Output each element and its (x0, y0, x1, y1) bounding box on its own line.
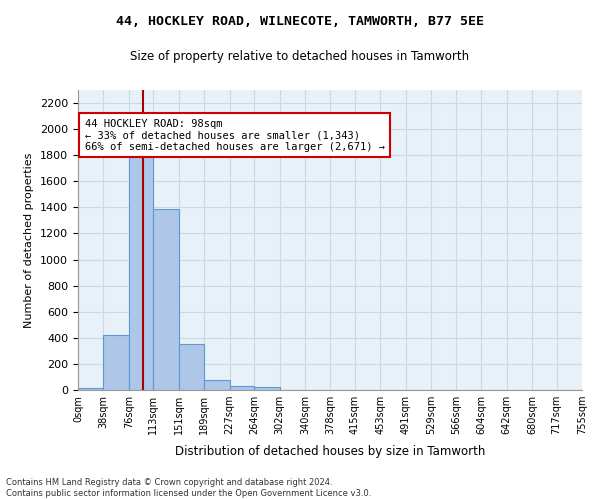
Bar (254, 388, 280, 390)
Bar (230, 386, 254, 390)
X-axis label: Distribution of detached houses by size in Tamworth: Distribution of detached houses by size … (175, 446, 485, 458)
Y-axis label: Number of detached properties: Number of detached properties (25, 152, 34, 328)
Text: Contains HM Land Registry data © Crown copyright and database right 2024.
Contai: Contains HM Land Registry data © Crown c… (6, 478, 371, 498)
Bar (78, 388, 103, 390)
Bar (103, 335, 129, 390)
Text: 44 HOCKLEY ROAD: 98sqm
← 33% of detached houses are smaller (1,343)
66% of semi-: 44 HOCKLEY ROAD: 98sqm ← 33% of detached… (85, 118, 385, 152)
Text: 44, HOCKLEY ROAD, WILNECOTE, TAMWORTH, B77 5EE: 44, HOCKLEY ROAD, WILNECOTE, TAMWORTH, B… (116, 15, 484, 28)
Bar (154, 208, 179, 390)
Bar (129, 155, 154, 390)
Bar (204, 380, 230, 390)
Text: Size of property relative to detached houses in Tamworth: Size of property relative to detached ho… (130, 50, 470, 63)
Bar (179, 344, 204, 390)
